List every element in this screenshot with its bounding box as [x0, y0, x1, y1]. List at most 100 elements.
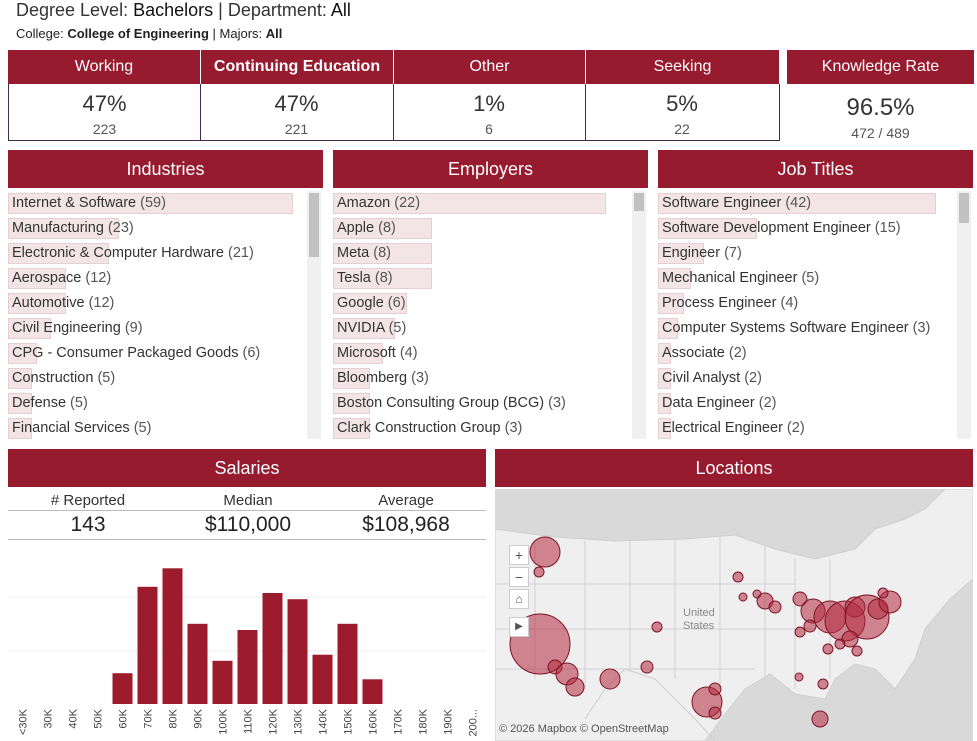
item-name: Clark Construction Group — [337, 420, 505, 436]
list-item[interactable]: CPG - Consumer Packaged Goods (6) — [8, 341, 306, 366]
salary-bar[interactable] — [137, 586, 158, 704]
kpi-count: 22 — [674, 121, 690, 137]
majors-value[interactable]: All — [265, 26, 283, 41]
item-name: Defense — [12, 395, 71, 411]
kpi-working: 47% 223 — [8, 84, 201, 141]
item-count: (2) — [758, 395, 777, 411]
x-tick-label: 150K — [343, 708, 355, 734]
college-value[interactable]: College of Engineering — [67, 26, 209, 41]
list-item-label: Process Engineer (4) — [658, 295, 798, 311]
list-item[interactable]: Engineer (7) — [658, 241, 956, 266]
locations-map[interactable]: United States © — [495, 489, 973, 741]
list-item[interactable]: Civil Analyst (2) — [658, 366, 956, 391]
list-item[interactable]: Data Engineer (2) — [658, 391, 956, 416]
kpi-continuing: 47% 221 — [200, 84, 394, 141]
list-item[interactable]: Apple (8) — [333, 216, 631, 241]
industries-scrollbar[interactable] — [307, 191, 321, 439]
x-tick-label: 190K — [443, 708, 455, 734]
salary-bar[interactable] — [362, 679, 383, 704]
scroll-thumb[interactable] — [309, 193, 319, 257]
salary-bar[interactable] — [262, 593, 283, 704]
triangle-right-icon[interactable]: ▶ — [509, 617, 529, 637]
list-item[interactable]: Microsoft (4) — [333, 341, 631, 366]
list-item-label: Software Engineer (42) — [658, 195, 811, 211]
job-titles-scrollbar[interactable] — [957, 191, 971, 439]
filter-title-line: Degree Level: Bachelors | Department: Al… — [16, 0, 351, 21]
salary-bar[interactable] — [287, 599, 308, 704]
list-item[interactable]: Aerospace (12) — [8, 266, 306, 291]
list-item-label: Microsoft (4) — [333, 345, 418, 361]
list-item[interactable]: Construction (5) — [8, 366, 306, 391]
salary-histogram: <30K 30K 40K 50K 60K 70K 80K 90K 100K 110K 120K 130… — [8, 568, 486, 737]
list-item-label: Data Engineer (2) — [658, 395, 776, 411]
salary-bar[interactable] — [237, 630, 258, 704]
map-label: States — [683, 620, 715, 632]
zoom-out-button[interactable]: − — [509, 567, 529, 587]
list-item[interactable]: Electrical Engineer (2) — [658, 416, 956, 439]
item-name: Google — [337, 295, 388, 311]
list-item[interactable]: Software Development Engineer (15) — [658, 216, 956, 241]
item-count: (23) — [107, 220, 134, 236]
list-item[interactable]: Software Engineer (42) — [658, 191, 956, 216]
list-item[interactable]: Mechanical Engineer (5) — [658, 266, 956, 291]
item-count: (3) — [548, 395, 566, 411]
item-name: Aerospace — [12, 270, 86, 286]
list-item[interactable]: NVIDIA (5) — [333, 316, 631, 341]
salary-bar[interactable] — [162, 568, 183, 704]
salary-bar[interactable] — [312, 654, 333, 704]
list-item[interactable]: Manufacturing (23) — [8, 216, 306, 241]
employers-scrollbar[interactable] — [632, 191, 646, 439]
list-item[interactable]: Clark Construction Group (3) — [333, 416, 631, 439]
list-item-label: Civil Engineering (9) — [8, 320, 143, 336]
zoom-in-button[interactable]: + — [509, 545, 529, 565]
x-tick-label: 70K — [143, 708, 155, 728]
list-item[interactable]: Bloomberg (3) — [333, 366, 631, 391]
list-item[interactable]: Internet & Software (59) — [8, 191, 306, 216]
item-count: (5) — [97, 370, 116, 386]
list-item-bar — [333, 293, 407, 314]
list-item-bar — [8, 343, 37, 364]
salary-bar[interactable] — [337, 623, 358, 704]
list-item[interactable]: Computer Systems Software Engineer (3) — [658, 316, 956, 341]
list-item[interactable]: Financial Services (5) — [8, 416, 306, 439]
list-item[interactable]: Defense (5) — [8, 391, 306, 416]
item-name: Amazon — [337, 195, 395, 211]
list-item[interactable]: Electronic & Computer Hardware (21) — [8, 241, 306, 266]
item-name: Associate — [662, 345, 729, 361]
list-item-label: Mechanical Engineer (5) — [658, 270, 819, 286]
degree-value[interactable]: Bachelors — [133, 0, 214, 20]
x-tick-label: 140K — [318, 708, 330, 734]
location-bubble — [738, 592, 748, 602]
list-item-bar — [658, 268, 691, 289]
list-item[interactable]: Tesla (8) — [333, 266, 631, 291]
map-attribution[interactable]: © 2026 Mapbox © OpenStreetMap — [499, 723, 669, 735]
scroll-thumb[interactable] — [634, 193, 644, 211]
list-item[interactable]: Boston Consulting Group (BCG) (3) — [333, 391, 631, 416]
item-name: Internet & Software — [12, 195, 141, 211]
list-item[interactable]: Meta (8) — [333, 241, 631, 266]
list-item[interactable]: Google (6) — [333, 291, 631, 316]
home-icon[interactable]: ⌂ — [509, 589, 529, 609]
department-value[interactable]: All — [330, 0, 351, 20]
salary-bar[interactable] — [187, 623, 208, 704]
kpi-percent: 5% — [666, 91, 698, 116]
list-item-bar — [8, 268, 66, 289]
list-item[interactable]: Amazon (22) — [333, 191, 631, 216]
scroll-thumb[interactable] — [959, 193, 969, 223]
x-tick-label: 120K — [268, 708, 280, 734]
item-name: Automotive — [12, 295, 89, 311]
map-label: United — [683, 607, 715, 619]
degree-label: Degree Level: — [16, 0, 129, 20]
list-item-bar — [658, 343, 671, 364]
employers-header: Employers — [333, 150, 648, 188]
salary-bar[interactable] — [112, 673, 133, 704]
list-item-label: Google (6) — [333, 295, 406, 311]
list-item[interactable]: Civil Engineering (9) — [8, 316, 306, 341]
salary-bar[interactable] — [212, 660, 233, 704]
kpi-other: 1% 6 — [393, 84, 586, 141]
list-item[interactable]: Automotive (12) — [8, 291, 306, 316]
item-count: (3) — [411, 370, 429, 386]
list-item[interactable]: Associate (2) — [658, 341, 956, 366]
item-count: (12) — [88, 295, 115, 311]
list-item[interactable]: Process Engineer (4) — [658, 291, 956, 316]
